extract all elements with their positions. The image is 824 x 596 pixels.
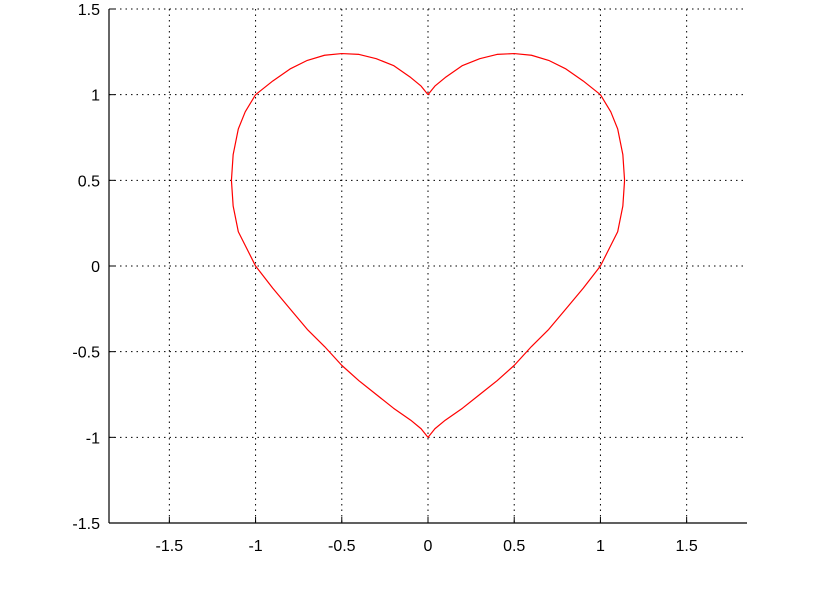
y-tick-label-3: 0 [91, 259, 100, 276]
x-tick-label-6: 1.5 [676, 538, 698, 555]
y-tick-label-0: 1.5 [78, 2, 100, 19]
tick-labels-layer: -1.5 -1 -0.5 0 0.5 1 1.5 1.5 1 0.5 0 -0.5 -1 -1.5 [72, 2, 697, 555]
ticks-layer [109, 8, 688, 524]
y-tick-label-5: -1 [86, 430, 100, 447]
series-layer [230, 52, 626, 438]
y-tick-label-1: 1 [91, 88, 100, 105]
x-tick-label-5: 1 [596, 538, 605, 555]
y-tick-label-6: -1.5 [72, 516, 100, 533]
x-tick-label-4: 0.5 [503, 538, 525, 555]
y-tick-label-4: -0.5 [72, 345, 100, 362]
grid-layer [109, 8, 747, 524]
x-tick-label-3: 0 [424, 538, 433, 555]
x-tick-label-2: -0.5 [328, 538, 356, 555]
y-tick-label-2: 0.5 [78, 173, 100, 190]
heart-series-line-0 [230, 52, 626, 438]
x-tick-label-0: -1.5 [156, 538, 184, 555]
x-tick-label-1: -1 [248, 538, 262, 555]
